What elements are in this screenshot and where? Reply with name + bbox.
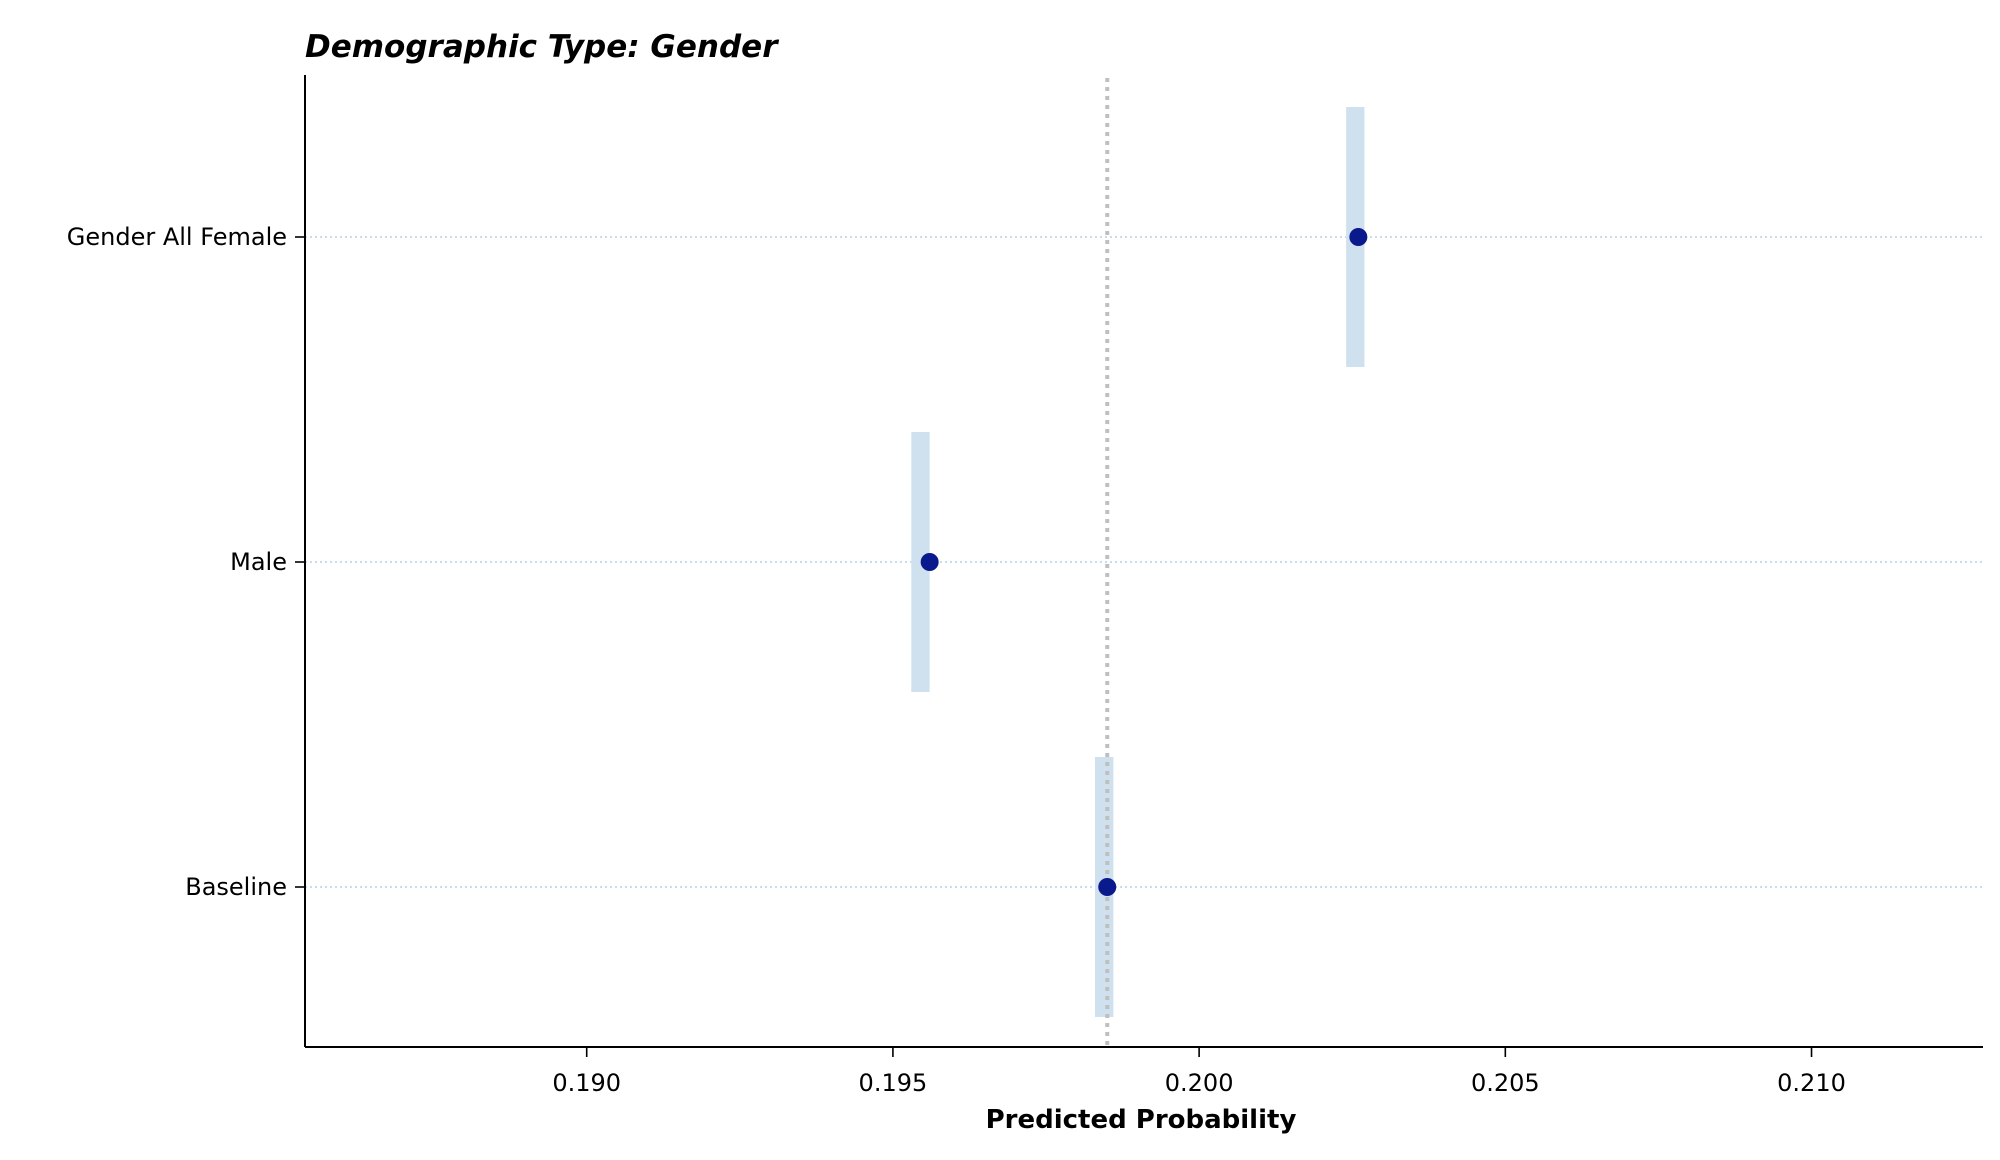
estimate-point [1098, 878, 1117, 896]
x-tick-label: 0.205 [1471, 1069, 1540, 1097]
y-tick-label: Baseline [185, 873, 287, 901]
y-tick-label: Male [230, 548, 287, 576]
x-tick-label: 0.195 [859, 1069, 928, 1097]
confidence-interval-bar [911, 432, 930, 692]
y-tick-label: Gender All Female [67, 223, 287, 251]
x-tick-label: 0.200 [1165, 1069, 1234, 1097]
y-axis-ticks: Gender All Female Male Baseline [67, 223, 305, 901]
x-axis-title: Predicted Probability [986, 1105, 1297, 1135]
estimate-point [1349, 228, 1368, 246]
chart-title: Demographic Type: Gender [305, 29, 779, 65]
axis-layer [304, 75, 1983, 1048]
x-tick-label: 0.210 [1777, 1069, 1846, 1097]
x-tick-label: 0.190 [552, 1069, 621, 1097]
grid-layer [305, 236, 1983, 888]
interval-layer [911, 107, 1365, 1017]
point-layer [920, 228, 1368, 896]
estimate-point [920, 553, 939, 571]
x-axis-ticks: 0.190 0.195 0.200 0.205 0.210 [552, 1047, 1846, 1097]
